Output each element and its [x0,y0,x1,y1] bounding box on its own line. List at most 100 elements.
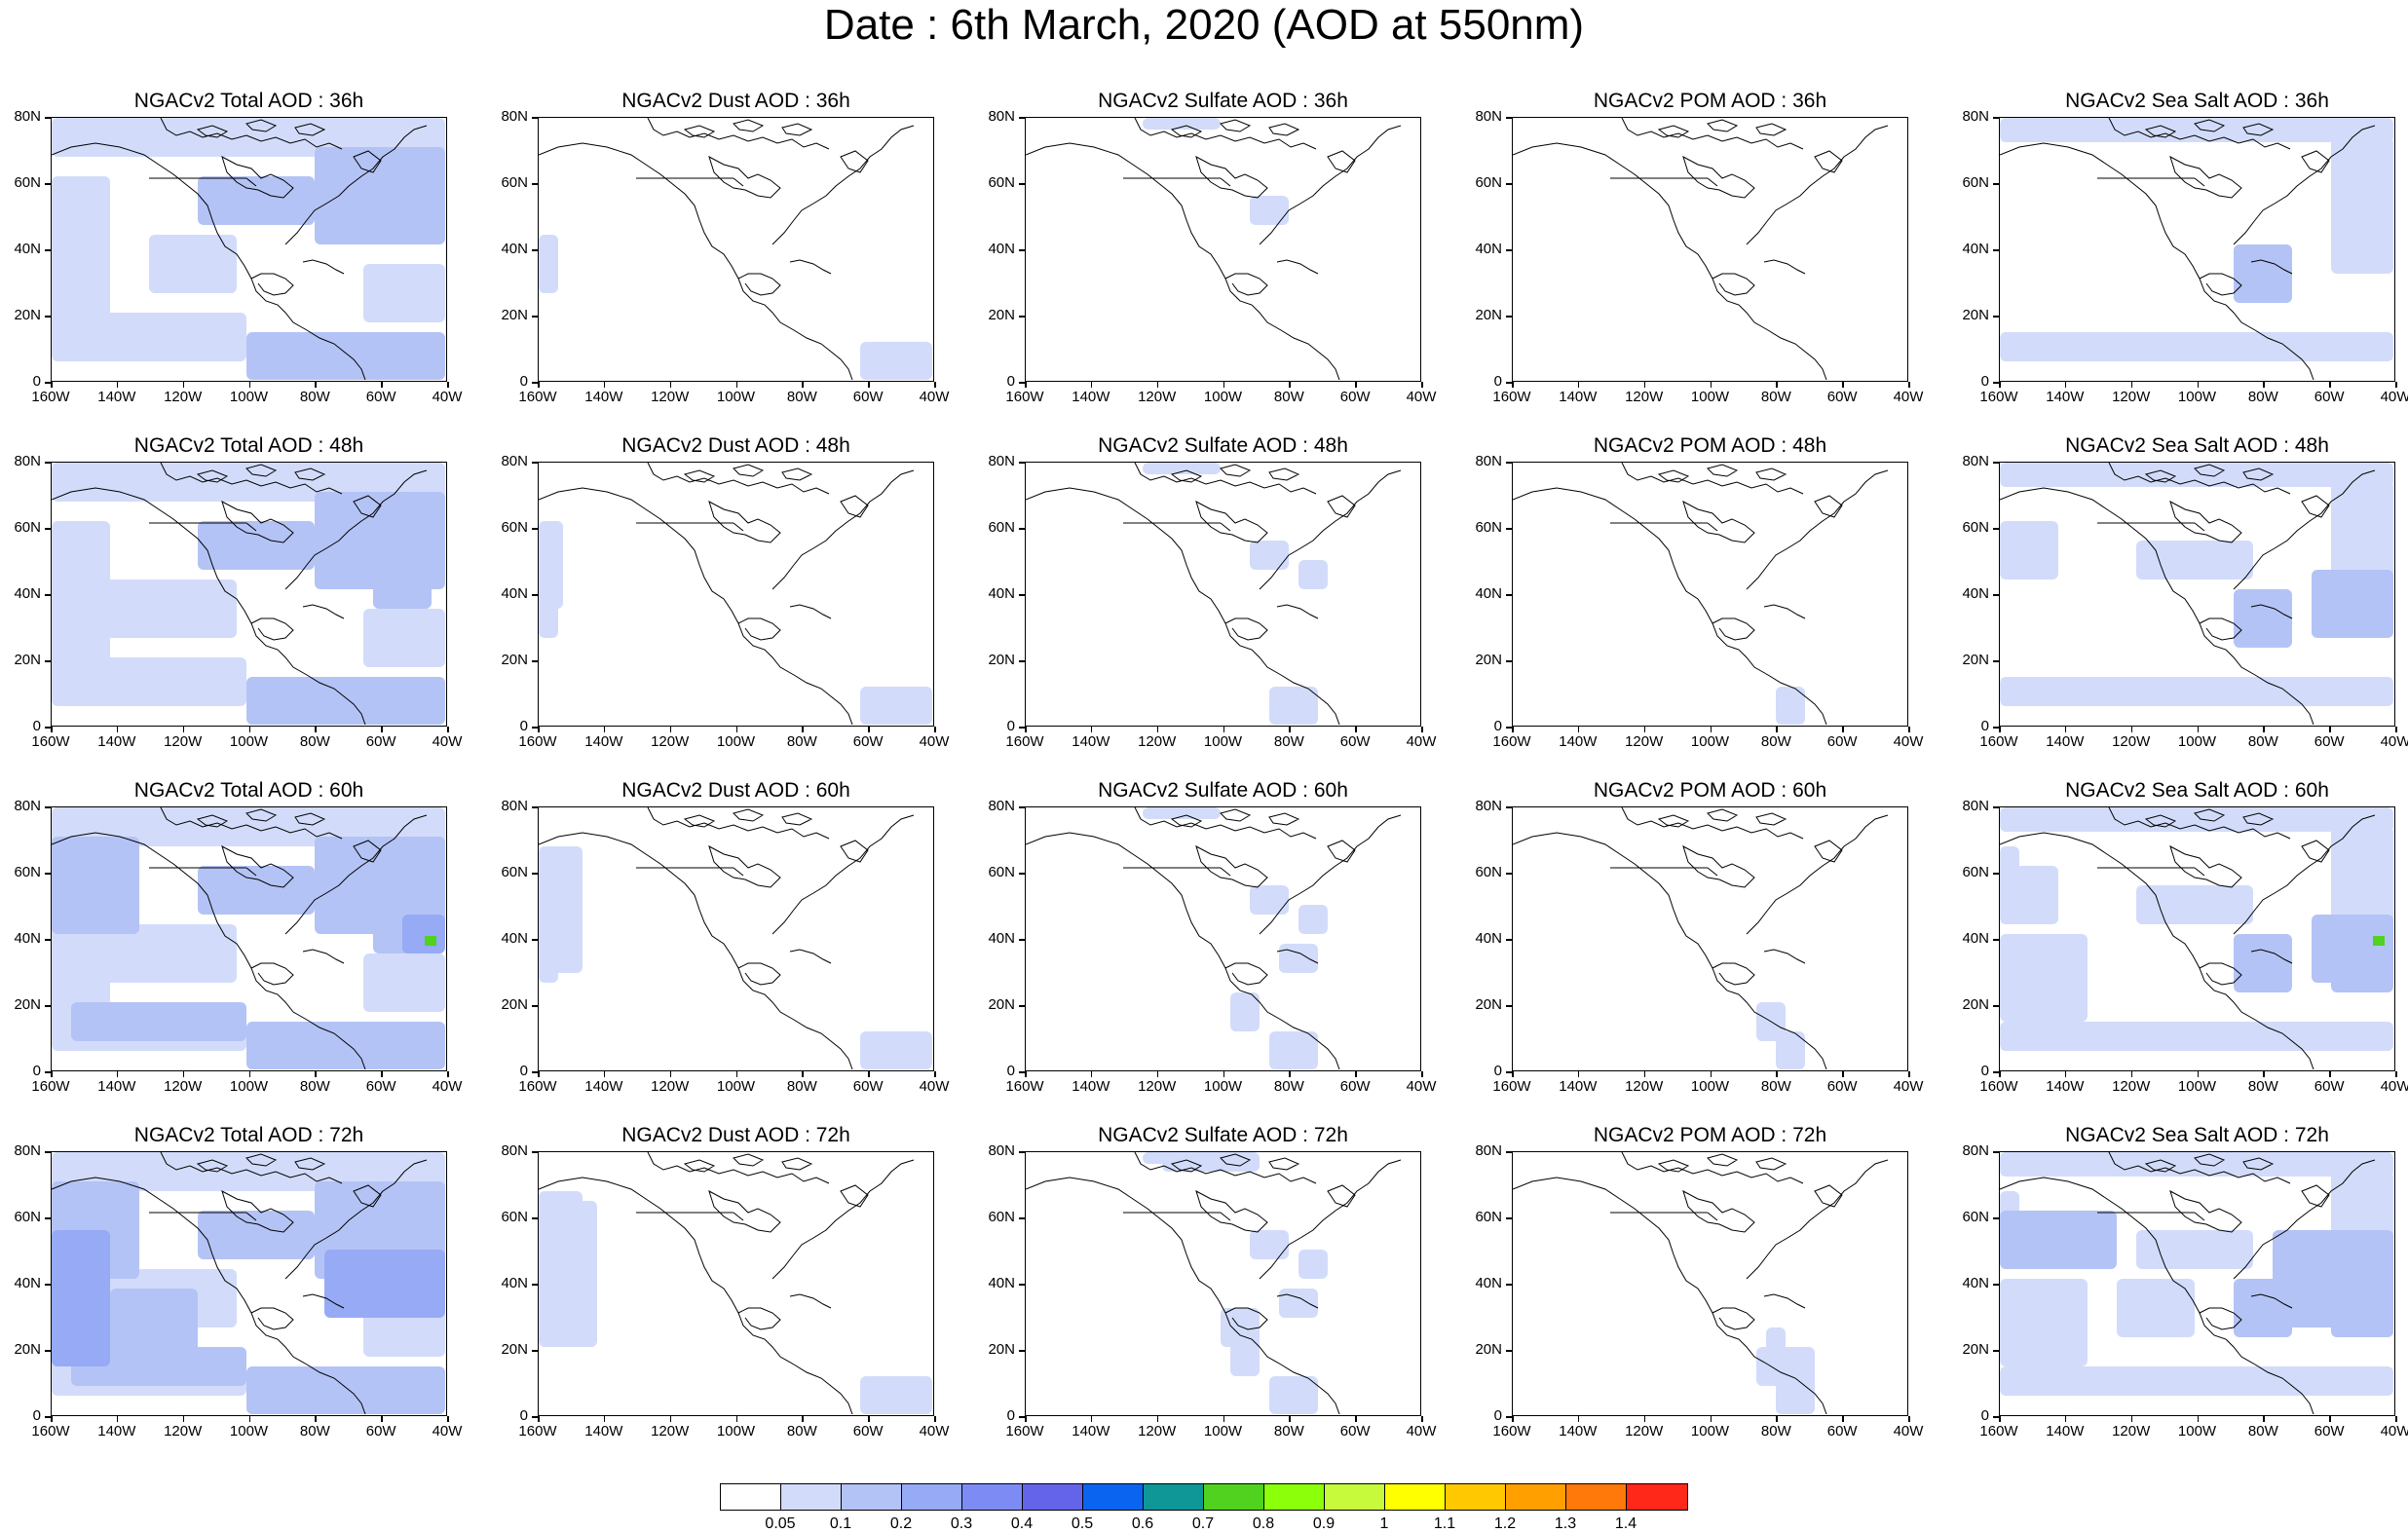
coastline [539,463,915,725]
lon-tick-mark [2395,382,2397,388]
coastline [1026,463,1402,725]
lon-tick-label: 60W [2314,1078,2345,1095]
map-frame [1512,806,1908,1071]
map-panel: NGACv2 Sulfate AOD : 36h 80N 60N 40N 20N 0 160… [976,90,1463,421]
coastline [2000,118,2376,380]
lat-tick-label: 60N [1962,864,1989,880]
aod-map [1513,118,1889,380]
lat-tick-mark [532,1217,538,1219]
lon-tick-label: 160W [1492,733,1531,750]
lon-tick-mark [1512,382,1514,388]
aod-map [1026,118,1402,380]
lon-tick-label: 60W [1339,389,1371,405]
lon-tick-mark [1025,1071,1027,1077]
lon-tick-label: 60W [1826,1423,1858,1440]
map-frame [538,806,934,1071]
lon-tick-mark [315,1416,317,1422]
lon-tick-label: 120W [1138,389,1177,405]
lon-tick-mark [1156,727,1159,732]
aod-patch [1143,118,1221,130]
aod-patch [1250,196,1289,225]
lat-tick-label: 80N [988,108,1015,125]
lat-tick-mark [1019,1151,1025,1153]
coastline [1026,1152,1402,1414]
aod-patch [149,924,237,983]
lon-tick-label: 100W [716,1423,756,1440]
lon-tick-mark [1710,382,1712,388]
lon-tick-mark [447,1416,449,1422]
lon-tick-label: 80W [2247,389,2278,405]
panel-title: NGACv2 POM AOD : 36h [1593,90,1827,112]
lon-tick-mark [1776,727,1778,732]
colorbar-box [962,1484,1023,1510]
lon-tick-mark [1025,1416,1027,1422]
lat-tick-label: 20N [501,996,528,1013]
panel-title: NGACv2 POM AOD : 60h [1593,779,1827,802]
lat-tick-label: 40N [1475,1275,1502,1291]
lat-tick-label: 60N [1962,1209,1989,1225]
lat-tick-label: 60N [501,519,528,536]
lat-tick-mark [1019,462,1025,464]
aod-map [1513,463,1889,725]
aod-patch [860,1376,932,1414]
lon-tick-mark [1289,1416,1291,1422]
colorbar-box [1204,1484,1264,1510]
lon-tick-label: 60W [1339,733,1371,750]
lat-tick-label: 60N [988,174,1015,191]
lon-tick-mark [1842,727,1844,732]
lat-tick-mark [1993,939,1999,941]
lon-tick-label: 40W [1406,1078,1437,1095]
lon-tick-mark [1090,727,1093,732]
map-panel: NGACv2 Sulfate AOD : 72h 80N 60N 40N 20N 0 160… [976,1124,1463,1455]
aod-patch [1298,1250,1328,1279]
lon-tick-mark [2130,382,2133,388]
lon-tick-mark [1156,1071,1159,1077]
lon-tick-mark [1223,1071,1224,1077]
coastline [539,807,915,1069]
aod-map [52,1152,445,1414]
colorbar-label: 0.8 [1252,1515,1275,1532]
lon-tick-mark [1999,1071,2001,1077]
lat-tick-label: 60N [14,1209,41,1225]
lat-tick-label: 80N [14,453,41,469]
lon-tick-label: 120W [1625,389,1664,405]
lon-tick-label: 140W [1559,389,1598,405]
lon-tick-mark [447,1071,449,1077]
aod-patch [71,1002,246,1041]
lon-tick-mark [538,382,540,388]
coastline [1513,1152,1889,1414]
aod-patch [363,953,445,1012]
lat-tick-mark [45,117,51,119]
lon-tick-mark [1908,1071,1910,1077]
aod-patch [52,1230,110,1366]
lat-tick-label: 60N [1962,174,1989,191]
aod-patch [52,176,110,322]
lat-tick-label: 80N [14,798,41,814]
lon-tick-mark [447,727,449,732]
colorbar-box [1023,1484,1083,1510]
lon-tick-mark [1355,727,1357,732]
lat-tick-label: 20N [14,307,41,323]
lon-tick-mark [1908,1416,1910,1422]
lon-tick-label: 40W [1406,389,1437,405]
aod-patch [1298,560,1328,589]
lat-tick-mark [1506,117,1512,119]
lon-tick-label: 40W [432,389,463,405]
aod-patch [2000,807,2393,832]
lat-tick-label: 20N [1962,652,1989,668]
lat-tick-mark [532,1151,538,1153]
lon-tick-mark [182,382,185,388]
lat-tick-mark [1506,806,1512,808]
lat-tick-label: 40N [1475,930,1502,947]
lon-tick-label: 100W [229,1078,269,1095]
aod-patch [246,677,445,725]
lon-tick-label: 120W [164,1078,203,1095]
colorbar-box [1264,1484,1325,1510]
lat-tick-label: 0 [1006,718,1015,734]
lat-tick-mark [45,528,51,530]
lon-tick-mark [868,1416,870,1422]
map-frame [51,806,447,1071]
lat-tick-label: 40N [1962,585,1989,602]
lon-tick-label: 160W [1979,1078,2018,1095]
lat-tick-mark [1019,594,1025,596]
